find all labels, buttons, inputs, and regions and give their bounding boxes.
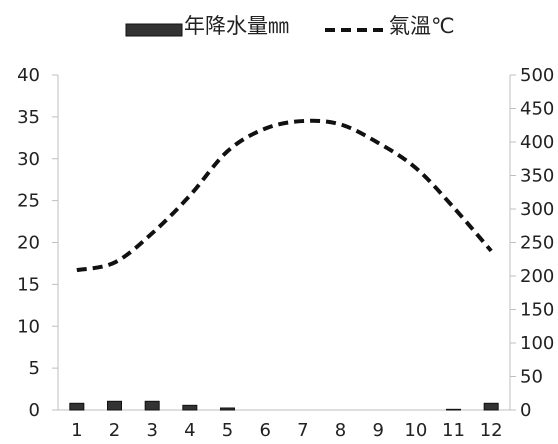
left-y-tick-label: 0 <box>29 400 40 421</box>
right-y-tick-label: 300 <box>520 199 554 220</box>
x-tick-label: 10 <box>404 420 427 441</box>
right-y-tick-label: 250 <box>520 233 554 254</box>
right-y-tick-label: 150 <box>520 300 554 321</box>
legend-swatch-precipitation <box>125 23 183 37</box>
left-y-tick-label: 30 <box>17 149 40 170</box>
legend: 年降水量㎜ 氣溫℃ <box>125 14 455 38</box>
x-tick-label: 5 <box>222 420 233 441</box>
temperature-line-group <box>76 118 493 273</box>
legend-label-temperature: 氣溫℃ <box>389 14 455 38</box>
axes: 0510152025303540050100150200250300350400… <box>17 65 554 441</box>
left-y-tick-label: 10 <box>17 316 40 337</box>
right-y-tick-label: 100 <box>520 333 554 354</box>
right-y-tick-label: 400 <box>520 132 554 153</box>
right-y-tick-label: 50 <box>520 367 543 388</box>
precipitation-bar <box>144 400 160 411</box>
right-y-tick-label: 0 <box>520 400 531 421</box>
precipitation-bars <box>69 400 499 411</box>
left-y-tick-label: 25 <box>17 191 40 212</box>
x-tick-label: 3 <box>146 420 157 441</box>
x-tick-label: 1 <box>71 420 82 441</box>
legend-label-precipitation: 年降水量㎜ <box>184 14 289 38</box>
right-y-tick-label: 200 <box>520 266 554 287</box>
x-tick-label: 8 <box>335 420 346 441</box>
precipitation-bar <box>107 400 122 411</box>
x-tick-label: 12 <box>480 420 503 441</box>
left-y-tick-label: 35 <box>17 107 40 128</box>
x-tick-label: 4 <box>184 420 195 441</box>
precipitation-bar <box>220 407 235 411</box>
precipitation-bar <box>483 402 499 411</box>
left-y-tick-label: 5 <box>29 358 40 379</box>
temperature-line <box>76 118 493 273</box>
x-tick-label: 2 <box>109 420 120 441</box>
x-tick-label: 11 <box>442 420 465 441</box>
precipitation-bar <box>182 404 198 411</box>
precipitation-bar <box>69 402 85 411</box>
right-y-tick-label: 350 <box>520 166 554 187</box>
left-y-tick-label: 15 <box>17 274 40 295</box>
x-tick-label: 6 <box>259 420 270 441</box>
right-y-tick-label: 500 <box>520 65 554 86</box>
x-tick-label: 9 <box>372 420 383 441</box>
left-y-tick-label: 40 <box>17 65 40 86</box>
precipitation-bar <box>446 408 461 411</box>
right-y-tick-label: 450 <box>520 99 554 120</box>
x-tick-label: 7 <box>297 420 308 441</box>
left-y-tick-label: 20 <box>17 233 40 254</box>
